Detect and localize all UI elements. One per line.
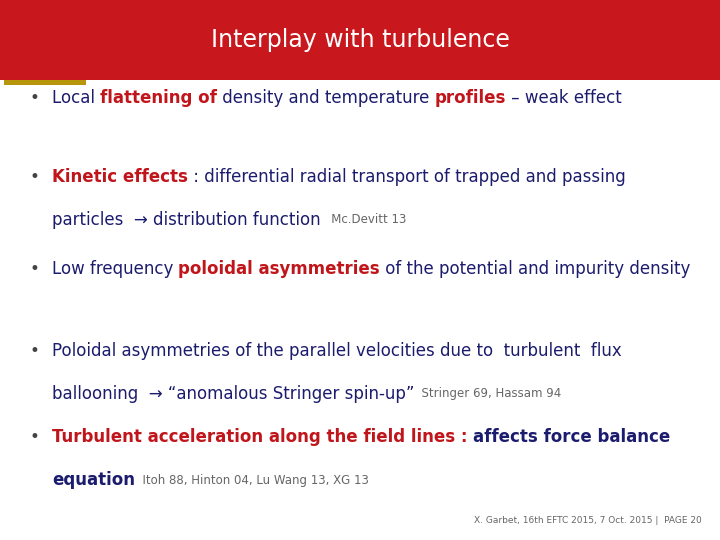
- Text: – weak effect: – weak effect: [506, 89, 621, 107]
- Text: ballooning  → “anomalous Stringer spin-up”: ballooning → “anomalous Stringer spin-up…: [52, 384, 414, 403]
- Text: affects force balance: affects force balance: [473, 428, 670, 447]
- Text: Mc.Devitt 13: Mc.Devitt 13: [320, 213, 407, 226]
- Bar: [0, 0, 720, 80]
- Text: : differential radial transport of trapped and passing: : differential radial transport of trapp…: [188, 168, 626, 186]
- Text: particles  → distribution function: particles → distribution function: [52, 211, 320, 229]
- Text: equation: equation: [52, 471, 135, 489]
- Text: Stringer 69, Hassam 94: Stringer 69, Hassam 94: [414, 387, 562, 400]
- Text: Local: Local: [52, 89, 100, 107]
- Text: X. Garbet, 16th EFTC 2015, 7 Oct. 2015 |  PAGE 20: X. Garbet, 16th EFTC 2015, 7 Oct. 2015 |…: [474, 516, 702, 525]
- Text: Kinetic effects: Kinetic effects: [52, 168, 188, 186]
- Text: of the potential and impurity density: of the potential and impurity density: [380, 260, 690, 278]
- Text: density and temperature: density and temperature: [217, 89, 435, 107]
- Text: poloidal asymmetries: poloidal asymmetries: [179, 260, 380, 278]
- Text: •: •: [30, 89, 40, 107]
- Text: Itoh 88, Hinton 04, Lu Wang 13, XG 13: Itoh 88, Hinton 04, Lu Wang 13, XG 13: [135, 474, 369, 487]
- Text: Turbulent acceleration along the field lines :: Turbulent acceleration along the field l…: [52, 428, 473, 447]
- Text: •: •: [30, 260, 40, 278]
- Text: Poloidal asymmetries of the parallel velocities due to  turbulent  flux: Poloidal asymmetries of the parallel vel…: [52, 342, 621, 360]
- Bar: [4, 80, 86, 85]
- Text: •: •: [30, 168, 40, 186]
- Text: Interplay with turbulence: Interplay with turbulence: [210, 28, 510, 52]
- Text: profiles: profiles: [435, 89, 506, 107]
- Text: flattening of: flattening of: [100, 89, 217, 107]
- Text: Low frequency: Low frequency: [52, 260, 179, 278]
- Text: •: •: [30, 342, 40, 360]
- Text: •: •: [30, 428, 40, 447]
